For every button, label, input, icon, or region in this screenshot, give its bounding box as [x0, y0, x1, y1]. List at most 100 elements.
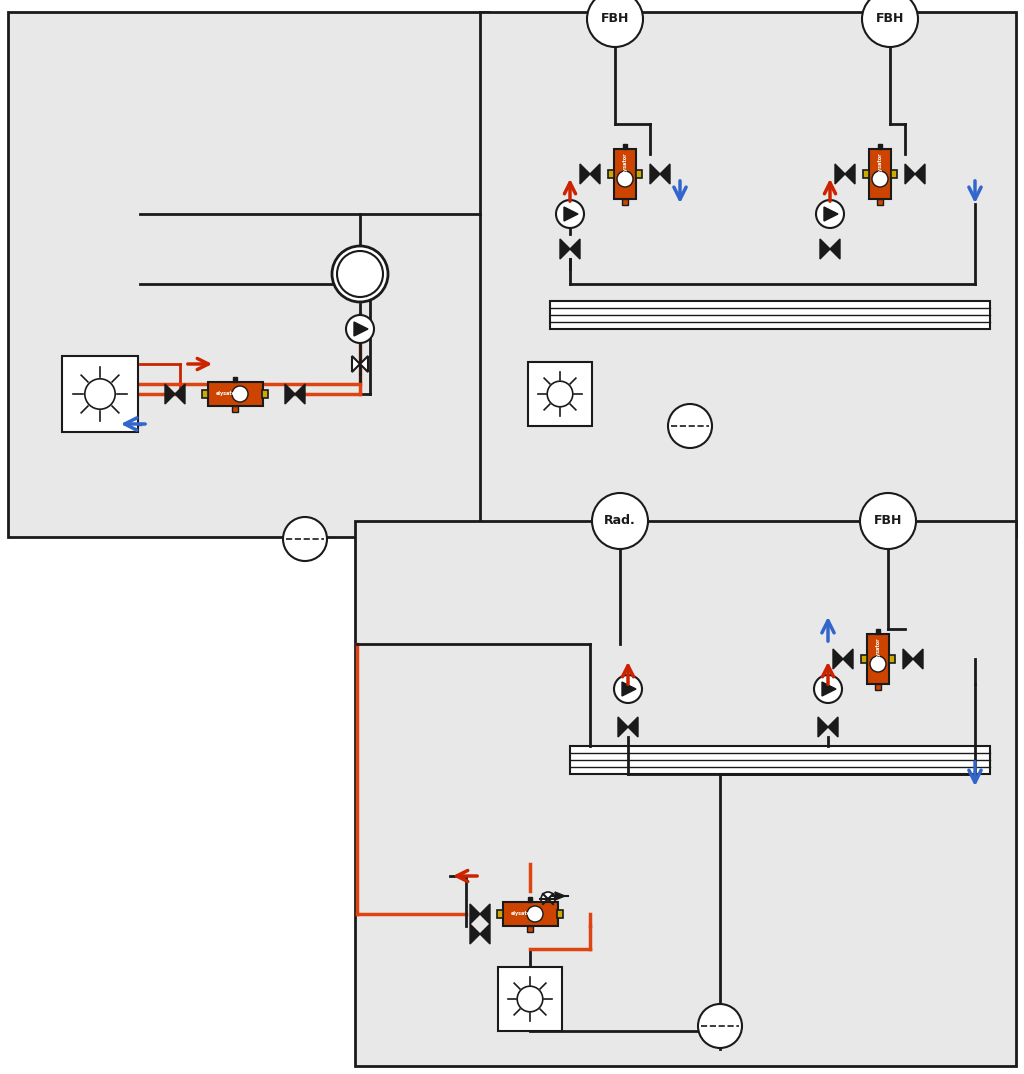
Polygon shape	[480, 904, 490, 924]
Bar	[497, 910, 503, 918]
Bar	[861, 655, 867, 663]
Bar	[869, 149, 891, 199]
Polygon shape	[480, 924, 490, 944]
Circle shape	[283, 517, 327, 561]
Bar	[62, 355, 138, 432]
Text: FBH: FBH	[876, 13, 904, 26]
Bar	[891, 170, 897, 178]
Bar	[355, 521, 1016, 1066]
Circle shape	[617, 171, 633, 187]
Bar	[878, 144, 882, 149]
Bar	[233, 377, 237, 382]
Polygon shape	[845, 164, 855, 184]
Polygon shape	[580, 164, 590, 184]
Polygon shape	[470, 904, 480, 924]
Circle shape	[541, 892, 555, 906]
Polygon shape	[835, 164, 845, 184]
Circle shape	[668, 404, 712, 448]
Polygon shape	[913, 649, 923, 669]
Bar	[528, 362, 592, 426]
Bar	[570, 746, 990, 774]
Polygon shape	[560, 240, 570, 259]
Polygon shape	[830, 240, 840, 259]
Circle shape	[547, 381, 572, 407]
Bar	[867, 634, 889, 684]
Bar	[527, 926, 534, 932]
Polygon shape	[285, 384, 295, 404]
Polygon shape	[295, 384, 305, 404]
Circle shape	[517, 986, 543, 1012]
Bar	[528, 897, 532, 902]
Polygon shape	[818, 717, 828, 737]
Text: elysator: elysator	[878, 153, 883, 175]
Bar	[889, 655, 895, 663]
Circle shape	[85, 379, 115, 409]
Polygon shape	[915, 164, 925, 184]
Circle shape	[232, 386, 248, 402]
Bar	[863, 170, 869, 178]
Circle shape	[816, 200, 844, 228]
Polygon shape	[555, 892, 565, 900]
Bar	[614, 149, 636, 199]
Text: elysator: elysator	[623, 153, 628, 175]
Polygon shape	[833, 649, 843, 669]
Bar	[550, 301, 990, 329]
Circle shape	[860, 493, 916, 549]
Circle shape	[556, 200, 584, 228]
Circle shape	[872, 171, 888, 187]
Bar	[557, 910, 563, 918]
Text: elysator: elysator	[511, 912, 534, 916]
Circle shape	[592, 493, 648, 549]
Bar	[262, 390, 268, 398]
Polygon shape	[590, 164, 600, 184]
Circle shape	[862, 0, 918, 47]
Bar	[498, 967, 562, 1031]
Polygon shape	[360, 355, 368, 372]
Circle shape	[698, 1004, 742, 1048]
Polygon shape	[165, 384, 175, 404]
Circle shape	[527, 906, 543, 921]
Polygon shape	[564, 207, 578, 221]
Polygon shape	[828, 717, 838, 737]
Bar	[622, 199, 628, 205]
Polygon shape	[843, 649, 853, 669]
Bar	[480, 12, 1016, 537]
Text: elysator: elysator	[216, 392, 239, 396]
Bar	[876, 629, 880, 634]
Circle shape	[337, 251, 383, 297]
Polygon shape	[622, 682, 636, 696]
Polygon shape	[905, 164, 915, 184]
Polygon shape	[175, 384, 185, 404]
Bar	[636, 170, 642, 178]
Polygon shape	[660, 164, 670, 184]
Bar	[623, 144, 627, 149]
Bar	[8, 12, 488, 537]
Polygon shape	[650, 164, 660, 184]
Polygon shape	[618, 717, 628, 737]
Circle shape	[346, 315, 374, 343]
Bar	[202, 390, 208, 398]
Text: FBH: FBH	[873, 514, 902, 527]
Polygon shape	[822, 682, 836, 696]
Polygon shape	[628, 717, 638, 737]
Polygon shape	[820, 240, 830, 259]
Polygon shape	[352, 355, 360, 372]
Circle shape	[870, 656, 886, 672]
Polygon shape	[470, 924, 480, 944]
Bar	[874, 684, 881, 690]
Polygon shape	[903, 649, 913, 669]
Bar	[608, 170, 614, 178]
Text: Rad.: Rad.	[604, 514, 636, 527]
Polygon shape	[824, 207, 838, 221]
Text: FBH: FBH	[601, 13, 629, 26]
Bar	[232, 406, 238, 412]
Bar	[503, 902, 558, 926]
Circle shape	[587, 0, 643, 47]
Circle shape	[332, 246, 388, 302]
Circle shape	[814, 674, 842, 703]
Polygon shape	[570, 240, 580, 259]
Circle shape	[614, 674, 642, 703]
Bar	[208, 382, 263, 406]
Text: elysator: elysator	[876, 638, 881, 661]
Polygon shape	[354, 322, 368, 336]
